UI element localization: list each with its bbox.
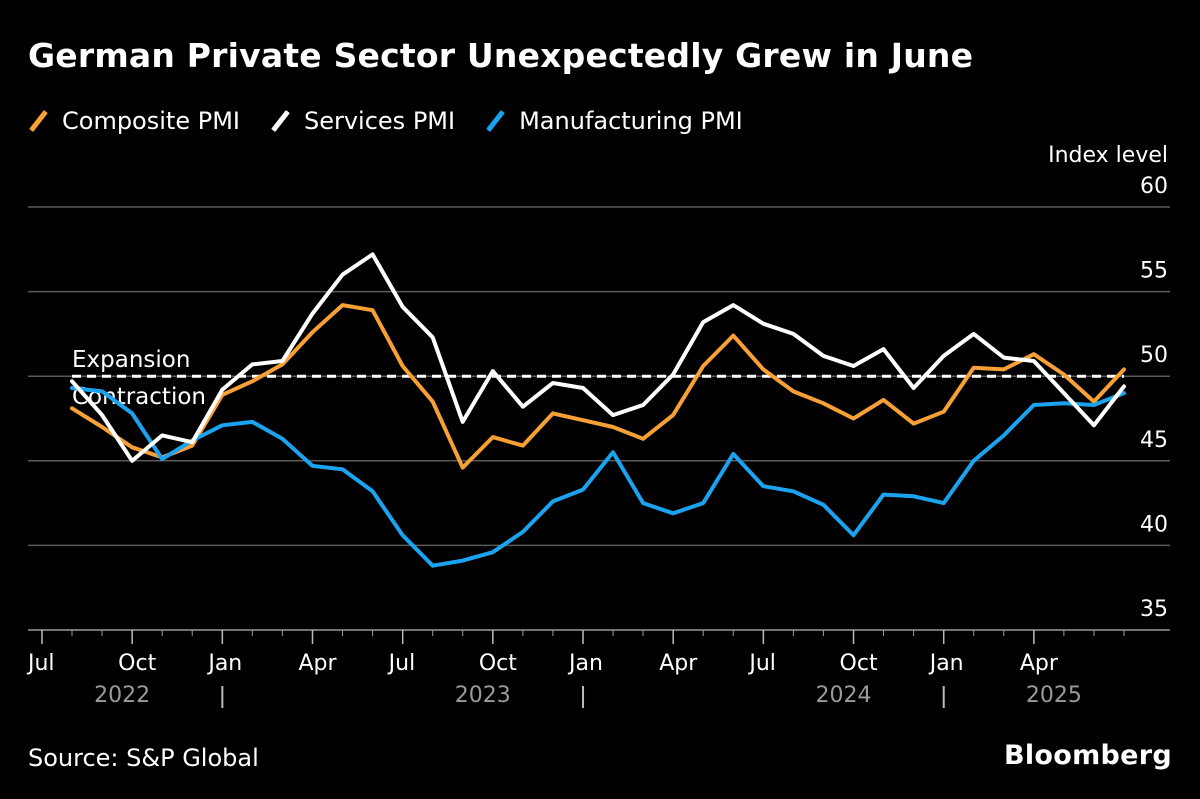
x-tick-label: Jul — [387, 651, 416, 676]
y-tick-label-60: 60 — [1140, 174, 1168, 199]
y-tick-label-45: 45 — [1140, 428, 1168, 453]
legend-item-composite: Composite PMI — [28, 107, 240, 135]
series-line-composite-pmi — [70, 303, 1126, 470]
x-tick-label: Jul — [26, 651, 55, 676]
legend-label-services: Services PMI — [303, 107, 456, 135]
y-tick-label-40: 40 — [1140, 512, 1168, 537]
y-tick-label-35: 35 — [1140, 597, 1168, 622]
source-note: Source: S&P Global — [28, 744, 259, 772]
legend-label-manufacturing: Manufacturing PMI — [519, 107, 743, 135]
x-year-label: 2025 — [1026, 683, 1082, 708]
x-tick-label: Oct — [118, 651, 156, 676]
x-tick-label: Apr — [1020, 651, 1059, 676]
x-tick-label: Jul — [747, 651, 776, 676]
chart-legend: Composite PMI Services PMI Manufacturing… — [28, 104, 773, 138]
y-tick-label-50: 50 — [1140, 343, 1168, 368]
x-year-label: 2022 — [94, 683, 150, 708]
x-tick-label: Apr — [299, 651, 338, 676]
y-tick-label-55: 55 — [1140, 259, 1168, 284]
series-line-services-pmi — [70, 252, 1126, 463]
legend-item-services: Services PMI — [270, 107, 455, 135]
x-tick-label: Jan — [567, 651, 603, 676]
chart-title: German Private Sector Unexpectedly Grew … — [28, 36, 974, 75]
brand-logo: Bloomberg — [1003, 740, 1172, 771]
y-axis-title: Index level — [1048, 143, 1168, 168]
x-year-label: 2023 — [455, 683, 511, 708]
x-tick-label: Apr — [659, 651, 698, 676]
x-tick-label: Oct — [840, 651, 878, 676]
x-year-label: 2024 — [815, 683, 871, 708]
reference-label-expansion: Expansion — [72, 347, 190, 373]
legend-label-composite: Composite PMI — [62, 107, 240, 135]
x-tick-label: Jan — [206, 651, 242, 676]
legend-item-manufacturing: Manufacturing PMI — [485, 107, 743, 135]
x-tick-label: Oct — [479, 651, 517, 676]
x-tick-label: Jan — [928, 651, 964, 676]
series-line-manufacturing-pmi — [70, 386, 1126, 568]
